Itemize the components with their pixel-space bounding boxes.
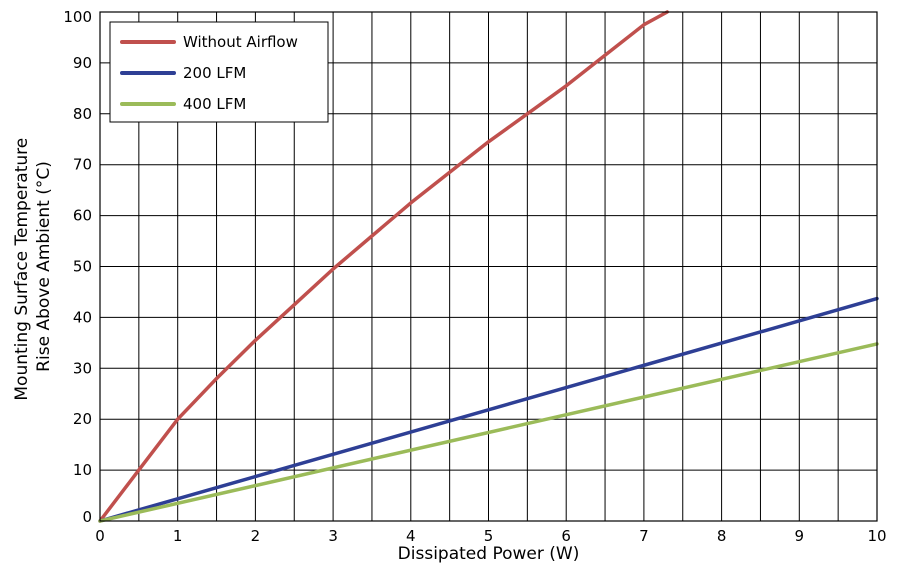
y-tick-label: 100 — [63, 8, 92, 26]
grid — [100, 12, 877, 521]
y-tick-label: 70 — [73, 156, 92, 174]
y-tick-label: 20 — [73, 410, 92, 428]
legend-label: 400 LFM — [183, 95, 246, 113]
x-axis-title: Dissipated Power (W) — [398, 544, 580, 564]
y-axis-title-line-2: Rise Above Ambient (°C) — [34, 161, 54, 372]
x-tick-label: 6 — [561, 527, 571, 545]
y-axis-title-line-1: Mounting Surface Temperature — [12, 138, 32, 401]
series-line-3 — [98, 342, 879, 523]
y-tick-label: 0 — [82, 508, 92, 526]
y-tick-label: 60 — [73, 207, 92, 225]
x-tick-labels: 0 1 2 3 4 5 6 7 8 9 10 — [95, 527, 886, 545]
y-tick-label: 10 — [73, 461, 92, 479]
x-tick-label: 4 — [406, 527, 416, 545]
x-tick-label: 8 — [717, 527, 727, 545]
x-tick-label: 0 — [95, 527, 105, 545]
x-tick-label: 2 — [251, 527, 261, 545]
y-tick-label: 50 — [73, 258, 92, 276]
x-tick-label: 7 — [639, 527, 649, 545]
x-tick-label: 9 — [795, 527, 805, 545]
y-tick-label: 90 — [73, 54, 92, 72]
legend-label: 200 LFM — [183, 64, 246, 82]
y-tick-label: 80 — [73, 105, 92, 123]
x-tick-label: 1 — [173, 527, 183, 545]
series-lines — [98, 10, 879, 523]
series-line-1 — [98, 10, 669, 523]
series-line-2 — [98, 296, 879, 523]
legend-label: Without Airflow — [183, 33, 298, 51]
x-tick-label: 10 — [867, 527, 886, 545]
plot-frame — [99, 11, 878, 522]
legend: Without Airflow 200 LFM 400 LFM — [109, 21, 329, 123]
y-axis-title: Mounting Surface Temperature Rise Above … — [12, 132, 54, 400]
x-tick-label: 3 — [328, 527, 338, 545]
y-tick-labels: 0 10 20 30 40 50 60 70 80 90 100 — [63, 8, 92, 526]
y-tick-label: 30 — [73, 359, 92, 377]
y-tick-label: 40 — [73, 308, 92, 326]
x-tick-label: 5 — [484, 527, 494, 545]
